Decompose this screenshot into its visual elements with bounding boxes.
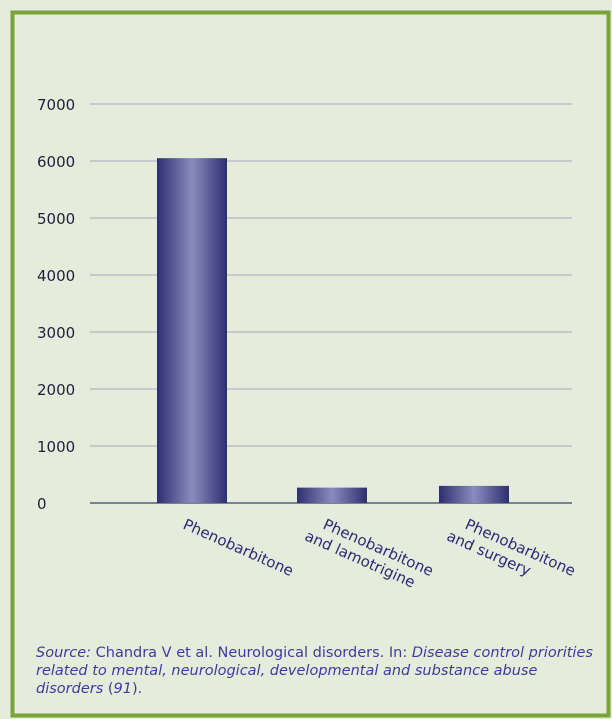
source-title: Disease control priorities related to me…	[36, 645, 593, 697]
y-tick-label: 7000	[37, 96, 75, 114]
bar	[439, 485, 509, 503]
bar	[157, 158, 227, 503]
y-tick-label: 5000	[37, 210, 75, 228]
chart-border	[10, 10, 611, 718]
source-ref-open: (	[103, 681, 114, 697]
source-ref-close: ).	[132, 681, 143, 697]
y-tick-label: 0	[37, 495, 47, 513]
y-tick-label: 6000	[37, 153, 75, 171]
y-axis-tick-labels: 0 1000 2000 3000 4000 5000 6000 7000	[37, 96, 75, 513]
source-label: Source:	[36, 645, 92, 661]
y-tick-label: 4000	[37, 267, 75, 285]
source-ref: 91	[113, 681, 132, 697]
source-note: Source: Chandra V et al. Neurological di…	[36, 644, 596, 698]
y-tick-label: 1000	[37, 438, 75, 456]
y-tick-label: 3000	[37, 324, 75, 342]
bar	[297, 487, 367, 503]
source-authors: Chandra V et al. Neurological disorders.…	[91, 645, 412, 661]
y-tick-label: 2000	[37, 381, 75, 399]
bars	[157, 158, 509, 503]
